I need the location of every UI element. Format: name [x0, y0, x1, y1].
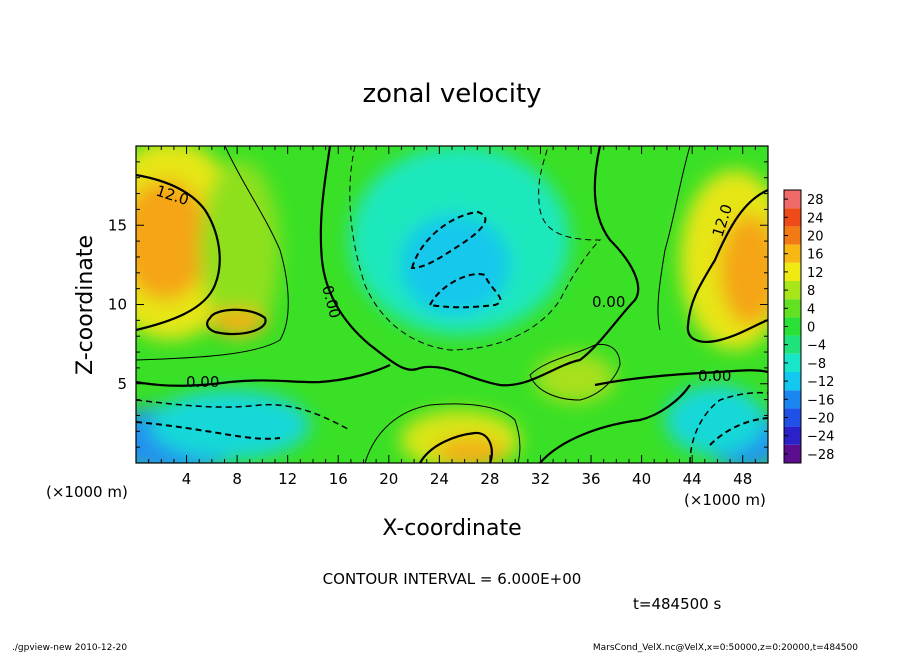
- colorbar-label: 20: [807, 230, 824, 245]
- colorbar-swatch: [784, 408, 801, 427]
- contour-12-left: [136, 173, 221, 332]
- region-right-orange: [720, 215, 768, 325]
- colorbar-label: 0: [807, 321, 815, 336]
- contour-0-left: [136, 364, 391, 387]
- x-tick-label: 40: [632, 470, 651, 488]
- colorbar-label: 24: [807, 211, 824, 226]
- time-text: t=484500 s: [633, 595, 721, 613]
- colorbar-swatch: [784, 444, 801, 463]
- contour-neg6-bottom-left: [136, 399, 351, 431]
- colorbar-swatch: [784, 208, 801, 227]
- negative-contours: [136, 146, 768, 463]
- y-tick-label: 15: [108, 216, 127, 234]
- contour-lines: [136, 146, 768, 463]
- contour-label: 0.00: [698, 367, 731, 385]
- contour-neg12-bottom-right: [709, 417, 768, 446]
- x-tick-label: 48: [733, 470, 752, 488]
- colorbar-label: 12: [807, 266, 824, 281]
- colorbar-label: 28: [807, 193, 824, 208]
- y-tick-label: 10: [108, 296, 127, 314]
- colorbar-swatch: [784, 335, 801, 354]
- colorbar-label: −12: [807, 375, 834, 390]
- x-tick-label: 16: [329, 470, 348, 488]
- colorbar-swatch: [784, 244, 801, 263]
- contour-0-right: [594, 369, 768, 387]
- region-upper-middle-blue: [400, 215, 510, 315]
- colorbar: 28 24 20 16 12 8 4 0 −4 −8 −12 −16 −20 −24 −28: [783, 189, 834, 464]
- contour-6-right-thin: [657, 146, 691, 331]
- region-bottom-left-cyan: [150, 390, 310, 460]
- colorbar-label: −16: [807, 393, 834, 408]
- x-axis: 4 8 12 16 20 24 28 32 36 40 44 48: [148, 146, 756, 488]
- colorbar-swatch: [784, 262, 801, 281]
- plot-area: 12.0 12.0 0.00 0.00 0.00 0.00: [136, 146, 768, 463]
- contour-neg12-lower: [428, 273, 502, 309]
- contour-12-bottom-middle: [419, 431, 493, 463]
- colorbar-swatch: [784, 281, 801, 300]
- contour-12-blob: [206, 308, 267, 336]
- colorbar-label: −4: [807, 339, 826, 354]
- x-unit-label: (×1000 m): [46, 483, 128, 501]
- region-left-green: [200, 160, 280, 340]
- x-tick-label: 8: [232, 470, 242, 488]
- contour-neg12-upper: [410, 210, 487, 270]
- colorbar-label: 16: [807, 248, 824, 263]
- colorbar-label: 4: [807, 302, 815, 317]
- colorbar-label: −24: [807, 430, 834, 445]
- colorbar-swatch: [784, 226, 801, 245]
- chart-title: zonal velocity: [362, 79, 541, 109]
- contour-6-bottom-middle: [364, 403, 521, 463]
- contour-0-bottom-right: [539, 384, 691, 463]
- y-tick-label: 5: [117, 375, 127, 393]
- region-blob-orange: [208, 309, 268, 335]
- contour-neg12-bottom-left: [136, 421, 281, 440]
- x-tick-label: 12: [278, 470, 297, 488]
- contour-0-middle: [319, 146, 640, 387]
- colorbar-swatch: [784, 426, 801, 445]
- colorbar-swatch: [784, 299, 801, 318]
- colorbar-label: −28: [807, 448, 834, 463]
- region-left-orange: [136, 180, 210, 300]
- contour-6-right-blob: [529, 343, 621, 401]
- contour-neg6-upper: [349, 146, 602, 351]
- x-tick-label: 28: [480, 470, 499, 488]
- contour-12-right: [686, 188, 768, 343]
- colorbar-swatch: [784, 190, 801, 209]
- y-axis-label: Z-coordinate: [73, 235, 98, 375]
- colorbar-label: −20: [807, 412, 834, 427]
- region-bottom-middle-orange: [435, 437, 505, 463]
- contour-interval-text: CONTOUR INTERVAL = 6.000E+00: [323, 570, 582, 588]
- colorbar-label: −8: [807, 357, 826, 372]
- colorbar-swatch: [784, 317, 801, 336]
- region-bottom-right-cyan: [665, 385, 765, 455]
- x-axis-label: X-coordinate: [382, 516, 521, 541]
- footer-left: ./gpview-new 2010-12-20: [12, 643, 127, 653]
- x-tick-label: 36: [581, 470, 600, 488]
- x-tick-label: 44: [683, 470, 702, 488]
- contour-label: 0.00: [186, 373, 219, 391]
- x-tick-label: 4: [182, 470, 192, 488]
- region-right-middle-yellowgreen: [535, 353, 615, 403]
- x-tick-label: 32: [531, 470, 550, 488]
- contour-6-left-thin: [136, 146, 289, 361]
- x-tick-label: 24: [430, 470, 449, 488]
- contour-label: 0.00: [592, 293, 625, 311]
- contour-neg6-bottom-right: [689, 391, 768, 463]
- x-tick-label: 20: [379, 470, 398, 488]
- colorbar-swatch: [784, 372, 801, 391]
- y-axis: 5 10 15: [108, 161, 768, 448]
- y-unit-label: (×1000 m): [684, 491, 766, 509]
- colorbar-swatch: [784, 353, 801, 372]
- colorbar-label: 8: [807, 284, 815, 299]
- footer-right: MarsCond_VelX.nc@VelX,x=0:50000,z=0:2000…: [593, 643, 858, 653]
- colorbar-swatch: [784, 390, 801, 409]
